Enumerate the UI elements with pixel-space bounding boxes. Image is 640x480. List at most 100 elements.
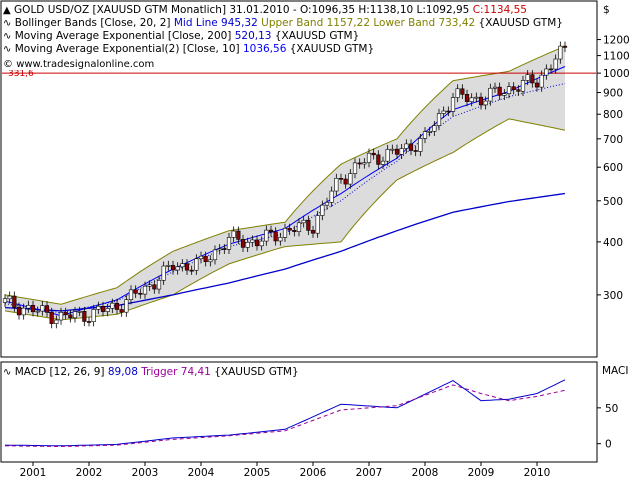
time-tick-label: 2006 [300, 467, 327, 479]
watermark[interactable]: © www.tradesignalonline.com [3, 58, 154, 71]
price-tick-label: 900 [603, 88, 623, 100]
candle-body [376, 154, 381, 165]
bollinger-lower: Lower Band 733,42 [373, 17, 476, 29]
candle-body [427, 131, 432, 133]
candle-body [114, 302, 120, 310]
candle-body [446, 110, 451, 113]
candle-body [175, 266, 180, 271]
ema10-legend[interactable]: ∿ Moving Average Exponential(2) [Close, … [3, 43, 374, 56]
candle-body [208, 259, 213, 263]
candle-body [441, 110, 446, 114]
candle-body [516, 89, 521, 92]
macd-trigger: Trigger 74,41 [141, 366, 211, 378]
candle-body [455, 88, 460, 98]
time-tick-label: 2007 [356, 467, 383, 479]
candle-body [562, 45, 568, 48]
candle-body [138, 293, 143, 295]
bollinger-legend[interactable]: ∿ Bollinger Bands [Close, 20, 2] Mid Lin… [3, 17, 563, 30]
candle-body [212, 249, 218, 261]
indicator-icon: ∿ [3, 44, 12, 55]
candle-body [399, 148, 404, 155]
candle-body [86, 321, 92, 323]
candle-body [474, 96, 479, 99]
candle-body [502, 93, 507, 96]
candle-body [553, 58, 558, 70]
currency-symbol: $ [603, 4, 610, 16]
candlestick-series [2, 41, 568, 329]
candle-body [147, 284, 152, 287]
candle-body [105, 308, 110, 312]
ema200-legend[interactable]: ∿ Moving Average Exponential [Close, 200… [3, 30, 359, 43]
macd-panel[interactable] [0, 361, 598, 463]
candle-body [264, 229, 269, 242]
candle-body [357, 162, 362, 165]
candle-body [329, 190, 334, 203]
trigger-line [4, 384, 566, 447]
price-axis: 1200 1100 1000 900 800 700 600 500 400 300 [597, 35, 630, 302]
candle-body [119, 309, 124, 313]
ema200-value: 520,13 [234, 30, 272, 42]
macd-axis: 50 0 [597, 403, 618, 451]
hline-marker-text: 331,6 [8, 70, 34, 78]
macd-value: 89,08 [107, 366, 138, 378]
candle-body [16, 306, 22, 316]
candle-body [152, 284, 157, 290]
candle-body [240, 239, 246, 248]
candle-body [203, 255, 208, 263]
title-text: GOLD USD/OZ [XAUUSD GTM Monatlich] 31.01… [14, 4, 470, 16]
candle-body [184, 263, 190, 271]
price-tick-label: 700 [603, 134, 623, 146]
candle-body [194, 258, 199, 271]
candle-body [296, 222, 302, 232]
candle-body [30, 305, 36, 313]
candle-body [301, 219, 306, 224]
candle-body [544, 68, 549, 76]
candle-body [422, 131, 428, 139]
indicator-icon: ∿ [3, 31, 12, 42]
macd-axis-title: MACI [602, 365, 629, 377]
ema200-suffix: {XAUUSD GTM} [274, 30, 360, 42]
candle-body [282, 228, 288, 238]
candle-body [156, 279, 162, 290]
candle-body [418, 138, 423, 152]
candle-body [511, 86, 516, 90]
candle-body [306, 219, 311, 231]
candle-body [413, 150, 418, 152]
price-tick-label: 1000 [603, 68, 630, 80]
candle-body [35, 310, 40, 313]
candle-body [394, 148, 400, 155]
title-close: C:1134,55 [472, 4, 527, 16]
candle-body [161, 265, 166, 281]
candle-body [390, 148, 395, 151]
candle-body [520, 80, 526, 92]
candle-body [450, 97, 456, 112]
hline-marker: 331,6 [8, 70, 34, 78]
time-tick-label: 2003 [132, 467, 159, 479]
candle-body [26, 305, 31, 309]
candle-body [273, 231, 278, 242]
time-tick-label: 2001 [20, 467, 47, 479]
price-tick-label: 1200 [603, 35, 630, 47]
candle-body [128, 289, 134, 300]
candle-body [432, 125, 437, 132]
price-tick-label: 300 [603, 290, 623, 302]
candle-body [292, 229, 297, 232]
candle-body [310, 230, 316, 234]
candle-body [525, 74, 530, 81]
candle-body [287, 228, 292, 231]
candle-body [189, 269, 194, 272]
candle-body [385, 149, 390, 162]
bollinger-upper: Upper Band 1157,22 [261, 17, 371, 29]
candle-body [478, 96, 484, 106]
candle-body [166, 265, 171, 267]
candle-body [464, 94, 470, 102]
candle-body [436, 113, 442, 126]
candle-body [68, 314, 73, 319]
candle-body [352, 162, 358, 174]
candle-body [268, 229, 274, 233]
macd-legend[interactable]: ∿ MACD [12, 26, 9] 89,08 Trigger 74,41 {… [3, 366, 299, 379]
candle-body [488, 87, 493, 102]
macd-tick-label: 50 [605, 403, 618, 415]
candle-body [320, 204, 325, 216]
